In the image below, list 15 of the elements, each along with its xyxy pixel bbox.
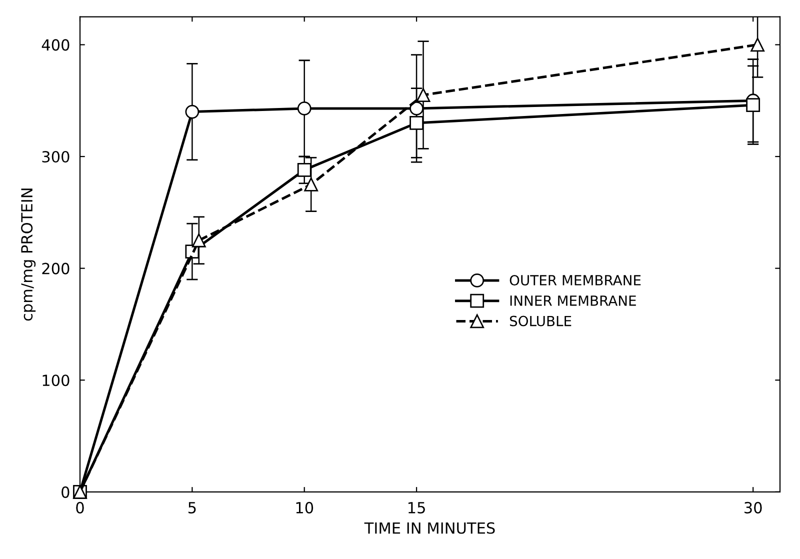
x-axis-title: TIME IN MINUTES xyxy=(364,522,495,534)
y-tick-label: 200 xyxy=(42,262,70,274)
legend-label: INNER MEMBRANE xyxy=(510,296,636,306)
y-tick-label: 100 xyxy=(42,374,70,386)
legend-label: OUTER MEMBRANE xyxy=(510,275,641,286)
y-tick-label: 300 xyxy=(42,150,70,163)
y-tick-label: 0 xyxy=(62,486,70,498)
x-tick-label: 30 xyxy=(744,502,762,514)
y-tick-label: 400 xyxy=(42,39,70,51)
x-tick-label: 15 xyxy=(408,502,425,514)
x-tick-label: 5 xyxy=(188,502,196,514)
x-tick-label: 0 xyxy=(76,502,84,514)
y-axis-title: cpm/mg PROTEIN xyxy=(21,188,36,321)
legend-label: SOLUBLE xyxy=(510,316,572,326)
x-tick-label: 10 xyxy=(296,502,314,514)
